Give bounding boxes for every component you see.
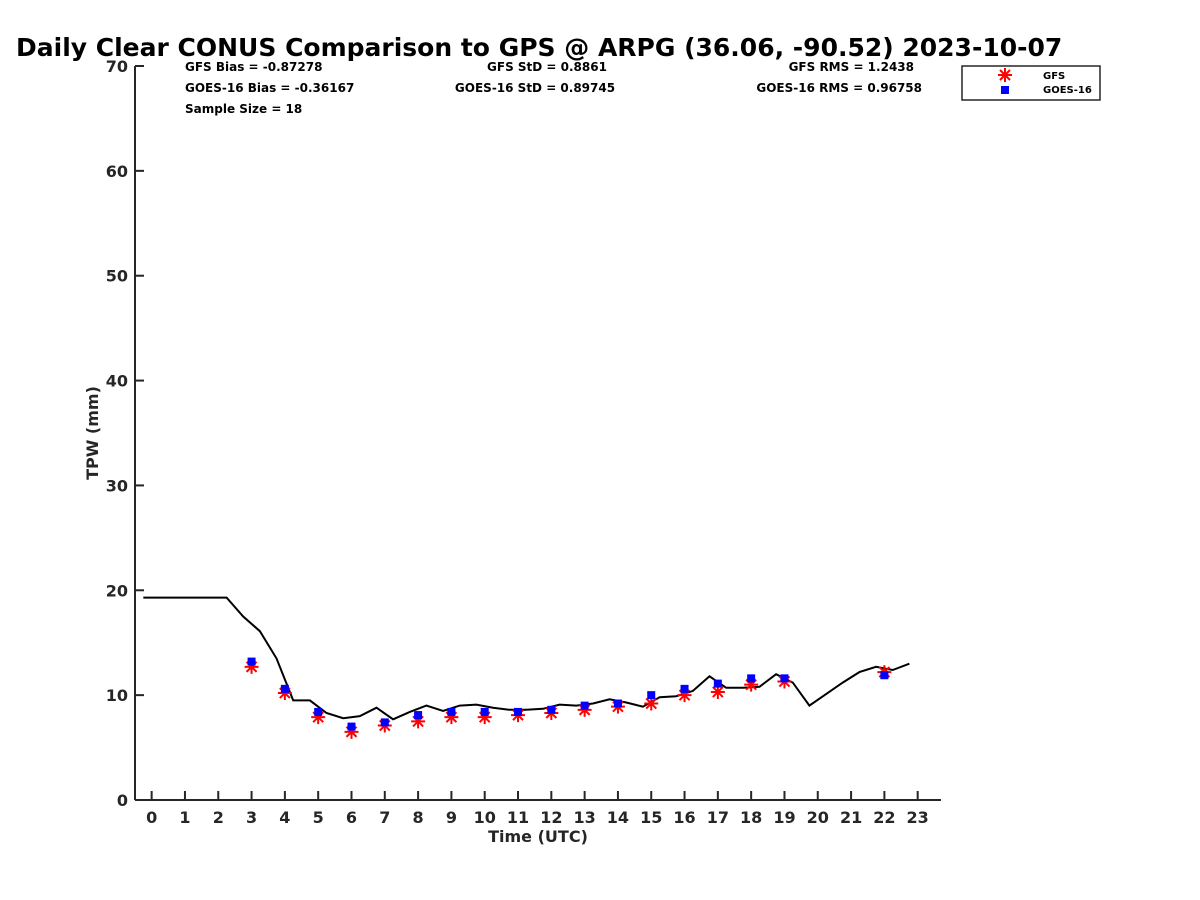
goes-point [780, 674, 789, 683]
stat-gfs-rms: GFS RMS = 1.2438 [789, 60, 914, 74]
y-tick-label-70: 70 [106, 57, 128, 76]
x-tick-label-5: 5 [313, 808, 324, 827]
gfs-point [477, 710, 492, 725]
goes-point [747, 674, 756, 683]
legend-gfs-label: GFS [1043, 71, 1065, 82]
stat-gfs-bias: GFS Bias = -0.87278 [185, 60, 322, 74]
goes-point [380, 718, 389, 727]
gfs-point [644, 696, 659, 711]
x-tick-label-21: 21 [840, 808, 862, 827]
x-tick-label-17: 17 [707, 808, 729, 827]
gfs-point [344, 724, 359, 739]
goes-point [713, 679, 722, 688]
stat-sample-size: Sample Size = 18 [185, 102, 302, 116]
y-tick-label-0: 0 [117, 791, 128, 810]
gfs-point [444, 710, 459, 725]
x-tick-label-2: 2 [213, 808, 224, 827]
x-tick-label-20: 20 [807, 808, 829, 827]
x-tick-label-14: 14 [607, 808, 629, 827]
gfs-point [677, 688, 692, 703]
y-tick-label-10: 10 [106, 686, 128, 705]
goes-point [613, 699, 622, 708]
y-tick-label-40: 40 [106, 372, 128, 391]
x-axis-label: Time (UTC) [488, 827, 588, 846]
x-tick-label-8: 8 [413, 808, 424, 827]
x-tick-label-4: 4 [279, 808, 290, 827]
goes-point [880, 671, 889, 680]
x-tick-label-12: 12 [540, 808, 562, 827]
x-tick-label-1: 1 [179, 808, 190, 827]
gfs-point [277, 686, 292, 701]
x-tick-label-19: 19 [773, 808, 795, 827]
chart-title: Daily Clear CONUS Comparison to GPS @ AR… [16, 33, 1062, 62]
x-tick-label-16: 16 [673, 808, 695, 827]
x-tick-label-22: 22 [873, 808, 895, 827]
goes-point [647, 691, 656, 700]
legend-box [961, 65, 1101, 101]
x-tick-label-3: 3 [246, 808, 257, 827]
goes-point [580, 701, 589, 710]
legend-gfs-marker [998, 68, 1012, 82]
x-tick-label-10: 10 [474, 808, 496, 827]
gfs-point [244, 659, 259, 674]
x-tick-label-15: 15 [640, 808, 662, 827]
gfs-point [744, 677, 759, 692]
x-tick-label-9: 9 [446, 808, 457, 827]
x-tick-label-0: 0 [146, 808, 157, 827]
x-tick-label-7: 7 [379, 808, 390, 827]
x-tick-label-6: 6 [346, 808, 357, 827]
gfs-point [577, 702, 592, 717]
y-tick-label-60: 60 [106, 162, 128, 181]
goes-point [514, 707, 523, 716]
gfs-point [311, 710, 326, 725]
x-tick-label-11: 11 [507, 808, 529, 827]
goes-point [447, 707, 456, 716]
stat-gfs-std: GFS StD = 0.8861 [487, 60, 607, 74]
legend-goes-marker [1001, 86, 1009, 94]
x-tick-label-18: 18 [740, 808, 762, 827]
legend-goes-label: GOES-16 [1043, 85, 1092, 96]
stat-goes-std: GOES-16 StD = 0.89745 [455, 81, 615, 95]
y-tick-label-50: 50 [106, 267, 128, 286]
y-tick-label-30: 30 [106, 476, 128, 495]
goes-point [680, 684, 689, 693]
gfs-point [411, 714, 426, 729]
goes-point [480, 707, 489, 716]
x-tick-label-23: 23 [907, 808, 929, 827]
goes-point [280, 684, 289, 693]
goes-point [314, 707, 323, 716]
legend: GFS GOES-16 [961, 65, 1101, 101]
gfs-point [710, 684, 725, 699]
goes-point [547, 705, 556, 714]
y-tick-label-20: 20 [106, 581, 128, 600]
stat-goes-bias: GOES-16 Bias = -0.36167 [185, 81, 354, 95]
goes-point [414, 711, 423, 720]
y-axis-label: TPW (mm) [83, 386, 102, 480]
stat-goes-rms: GOES-16 RMS = 0.96758 [756, 81, 922, 95]
goes-point [247, 657, 256, 666]
reference-line [143, 596, 910, 721]
x-tick-label-13: 13 [573, 808, 595, 827]
goes-point [347, 722, 356, 731]
